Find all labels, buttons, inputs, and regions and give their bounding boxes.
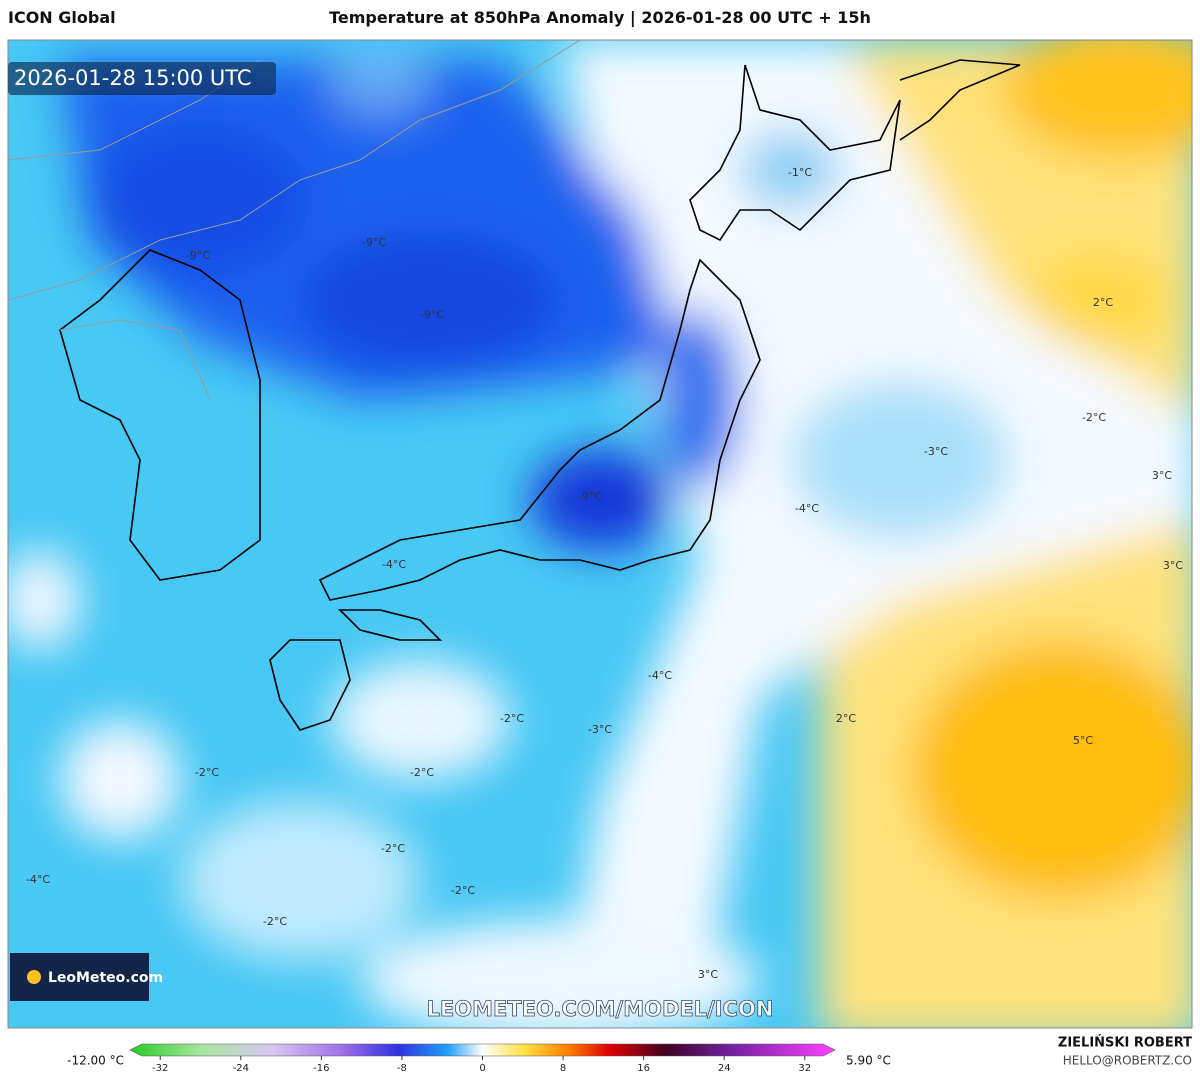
contour-label: -2°C: [410, 766, 434, 779]
timestamp-box: [8, 62, 276, 95]
contour-label: -1°C: [788, 166, 812, 179]
contour-label: -2°C: [195, 766, 219, 779]
contour-label: -4°C: [795, 502, 819, 515]
contour-label: -9°C: [362, 236, 386, 249]
contour-label: -4°C: [648, 669, 672, 682]
author: ZIELIŃSKI ROBERT: [1058, 1035, 1192, 1051]
contour-label: -2°C: [451, 884, 475, 897]
contour-label: -4°C: [26, 873, 50, 886]
coastline: [59, 59, 1021, 731]
contour-label: -3°C: [924, 445, 948, 458]
contour-labels: -1°C -9°C -9°C -9°C 2°C -2°C -3°C 3°C -9°C -4°C -4…: [26, 166, 1183, 981]
colorbar-min: -12.00 °C: [67, 1054, 124, 1068]
contour-label: -2°C: [1082, 411, 1106, 424]
model-name: ICON Global: [8, 8, 116, 27]
contour-label: -3°C: [588, 723, 612, 736]
colorbar-tick-label: 32: [798, 1063, 811, 1074]
logo-sun: [27, 970, 41, 984]
contour-label: 3°C: [1152, 469, 1172, 482]
colorbar-tick-label: -24: [233, 1063, 249, 1074]
colorbar-tick-label: 8: [560, 1063, 566, 1074]
title: Temperature at 850hPa Anomaly | 2026-01-…: [329, 8, 871, 27]
contour-label: 3°C: [1163, 559, 1183, 572]
contour-label: -2°C: [381, 842, 405, 855]
contour-label: 5°C: [1073, 734, 1093, 747]
colorbar: [129, 1043, 836, 1057]
colorbar-tick-label: 0: [479, 1063, 485, 1074]
colorbar-tick-label: -16: [313, 1063, 329, 1074]
colorbar-ticks: -32 -24 -16 -8 0 8 16 24 32: [152, 1056, 811, 1074]
contour-label: 3°C: [698, 968, 718, 981]
colorbar-tick-label: 16: [637, 1063, 650, 1074]
contour-label: 2°C: [836, 712, 856, 725]
contour-label: -2°C: [500, 712, 524, 725]
contour-label: -9°C: [578, 490, 602, 503]
contour-label: -9°C: [420, 308, 444, 321]
temperature-field: [8, 40, 1192, 1028]
contour-label: -4°C: [382, 558, 406, 571]
colorbar-tick-label: -8: [397, 1063, 407, 1074]
timestamp: 2026-01-28 15:00 UTC: [14, 66, 252, 90]
watermark: LEOMETEO.COM/MODEL/ICON: [427, 997, 774, 1021]
contour-label: -2°C: [263, 915, 287, 928]
contour-label: -9°C: [186, 249, 210, 262]
contact: HELLO@ROBERTZ.CO: [1063, 1054, 1192, 1068]
colorbar-tick-label: -32: [152, 1063, 168, 1074]
colorbar-tick-label: 24: [718, 1063, 731, 1074]
contour-label: 2°C: [1093, 296, 1113, 309]
colorbar-max: 5.90 °C: [846, 1054, 891, 1068]
logo: LeoMeteo.com: [48, 970, 163, 986]
